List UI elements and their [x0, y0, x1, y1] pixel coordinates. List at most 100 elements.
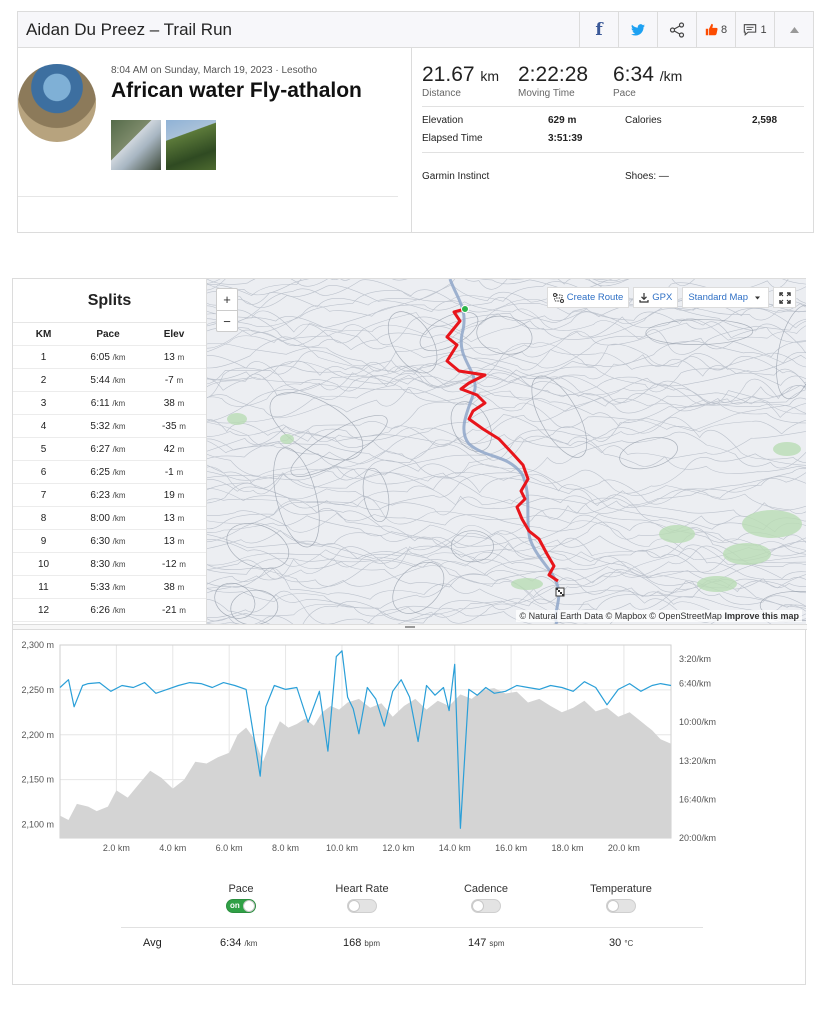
split-pace-value: 8:00	[90, 512, 110, 524]
facebook-icon: f	[595, 19, 603, 40]
activity-photo[interactable]	[111, 120, 161, 170]
kudos-button[interactable]: 8	[696, 12, 735, 47]
y-right-tick-label: 3:20/km	[679, 654, 711, 664]
split-elev: 13 m	[142, 513, 206, 524]
comments-button[interactable]: 1	[735, 12, 774, 47]
elevation-area[interactable]	[60, 688, 671, 838]
split-pace-unit: /km	[112, 513, 126, 523]
gpx-download-button[interactable]: GPX	[633, 287, 679, 308]
facebook-share-button[interactable]: f	[579, 12, 618, 47]
split-pace-value: 8:30	[90, 558, 110, 570]
topographic-map[interactable]	[207, 279, 806, 624]
activity-photo[interactable]	[166, 120, 216, 170]
splits-table: Splits KM Pace Elev 1 6:05 /km 13 m 2 5:44 /…	[13, 279, 206, 624]
avg-pace-value: 6:34	[220, 937, 242, 949]
split-elev: -21 m	[142, 605, 206, 616]
twitter-icon	[631, 23, 645, 36]
split-row[interactable]: 9 6:30 /km 13 m	[13, 530, 206, 553]
y-right-tick-label: 13:20/km	[679, 756, 716, 766]
split-elev: 38 m	[142, 398, 206, 409]
split-row[interactable]: 2 5:44 /km -7 m	[13, 369, 206, 392]
split-pace-unit: /km	[112, 467, 126, 477]
kudos-icon	[705, 23, 718, 36]
cadence-stream-label: Cadence	[463, 883, 509, 895]
cadence-toggle[interactable]	[471, 899, 501, 913]
create-route-label: Create Route	[566, 292, 624, 303]
split-pace-unit: /km	[112, 352, 126, 362]
collapse-button[interactable]	[774, 12, 813, 47]
split-pace: 6:26 /km	[74, 605, 142, 616]
temperature-toggle[interactable]	[606, 899, 636, 913]
split-pace: 5:33 /km	[74, 582, 142, 593]
contour-lines	[207, 279, 806, 624]
split-elev-unit: m	[177, 490, 185, 500]
split-row[interactable]: 3 6:11 /km 38 m	[13, 392, 206, 415]
split-elev-value: 38	[163, 581, 175, 593]
y-left-tick-label: 2,300 m	[21, 640, 54, 650]
x-tick-label: 8.0 km	[272, 843, 299, 853]
map-type-label: Standard Map	[688, 292, 748, 303]
zoom-out-button[interactable]: −	[217, 310, 237, 331]
split-elev-unit: m	[179, 421, 186, 431]
divider	[422, 152, 804, 153]
split-elev-value: 13	[163, 535, 175, 547]
split-pace-value: 5:32	[90, 420, 110, 432]
share-button[interactable]	[657, 12, 696, 47]
split-km: 1	[40, 351, 47, 363]
comments-count: 1	[760, 23, 767, 36]
caret-down-icon	[755, 296, 760, 299]
elevation-pace-chart[interactable]: 2.0 km 4.0 km 6.0 km 8.0 km 10.0 km 12.0 km 14…	[13, 631, 807, 861]
split-pace-unit: /km	[112, 398, 126, 408]
splits-title: Splits	[13, 279, 206, 323]
twitter-share-button[interactable]	[618, 12, 657, 47]
avg-heart-rate-unit: bpm	[364, 939, 380, 948]
split-km: 5	[40, 443, 47, 455]
split-row[interactable]: 4 5:32 /km -35 m	[13, 415, 206, 438]
split-row[interactable]: 5 6:27 /km 42 m	[13, 438, 206, 461]
split-elev-value: 42	[163, 443, 175, 455]
split-elev: -1 m	[142, 467, 206, 478]
fullscreen-button[interactable]	[773, 287, 796, 308]
avg-cadence-unit: spm	[489, 939, 505, 948]
split-row[interactable]: 10 8:30 /km -12 m	[13, 553, 206, 576]
split-elev-unit: m	[177, 398, 185, 408]
split-pace-value: 5:33	[90, 581, 110, 593]
split-row[interactable]: 1 6:05 /km 13 m	[13, 346, 206, 369]
split-row[interactable]: 8 8:00 /km 13 m	[13, 507, 206, 530]
y-left-tick-label: 2,100 m	[21, 820, 54, 830]
pace-line[interactable]	[59, 650, 672, 829]
split-pace: 6:25 /km	[74, 467, 142, 478]
create-route-button[interactable]: Create Route	[546, 287, 630, 308]
improve-map-link[interactable]: Improve this map	[724, 611, 799, 621]
split-pace-unit: /km	[112, 559, 126, 569]
split-row[interactable]: 6 6:25 /km -1 m	[13, 461, 206, 484]
y-right-tick-label: 20:00/km	[679, 833, 716, 843]
avg-heart-rate-value: 168	[343, 937, 362, 949]
distance-label: Distance	[422, 88, 461, 99]
avg-temperature-value: 30	[609, 937, 622, 949]
header-actions: f 8 1	[579, 12, 813, 47]
resize-handle[interactable]	[13, 624, 807, 630]
split-pace: 6:27 /km	[74, 444, 142, 455]
split-pace-value: 6:23	[90, 489, 110, 501]
split-pace-value: 6:11	[90, 397, 110, 409]
zoom-in-button[interactable]: +	[223, 292, 231, 307]
heart-rate-toggle[interactable]	[347, 899, 377, 913]
split-row[interactable]: 7 6:23 /km 19 m	[13, 484, 206, 507]
x-tick-label: 20.0 km	[608, 843, 640, 853]
fullscreen-icon	[778, 291, 791, 304]
divider	[121, 927, 703, 928]
route-map[interactable]: + − Create Route GPX Standard Map © Natu…	[206, 279, 806, 624]
split-km: 12	[37, 604, 50, 616]
avatar[interactable]	[18, 64, 96, 142]
shoes-info: Shoes: —	[625, 171, 669, 182]
split-row[interactable]: 12 6:26 /km -21 m	[13, 599, 206, 622]
distance-stat: 21.67 km Distance	[422, 63, 499, 99]
chart-svg[interactable]: 2.0 km 4.0 km 6.0 km 8.0 km 10.0 km 12.0 km 14…	[13, 631, 807, 861]
x-tick-label: 12.0 km	[382, 843, 414, 853]
avg-label: Avg	[143, 937, 162, 949]
map-type-dropdown[interactable]: Standard Map	[682, 287, 769, 308]
share-icon	[669, 21, 685, 38]
pace-toggle[interactable]: on	[226, 899, 256, 913]
split-row[interactable]: 11 5:33 /km 38 m	[13, 576, 206, 599]
